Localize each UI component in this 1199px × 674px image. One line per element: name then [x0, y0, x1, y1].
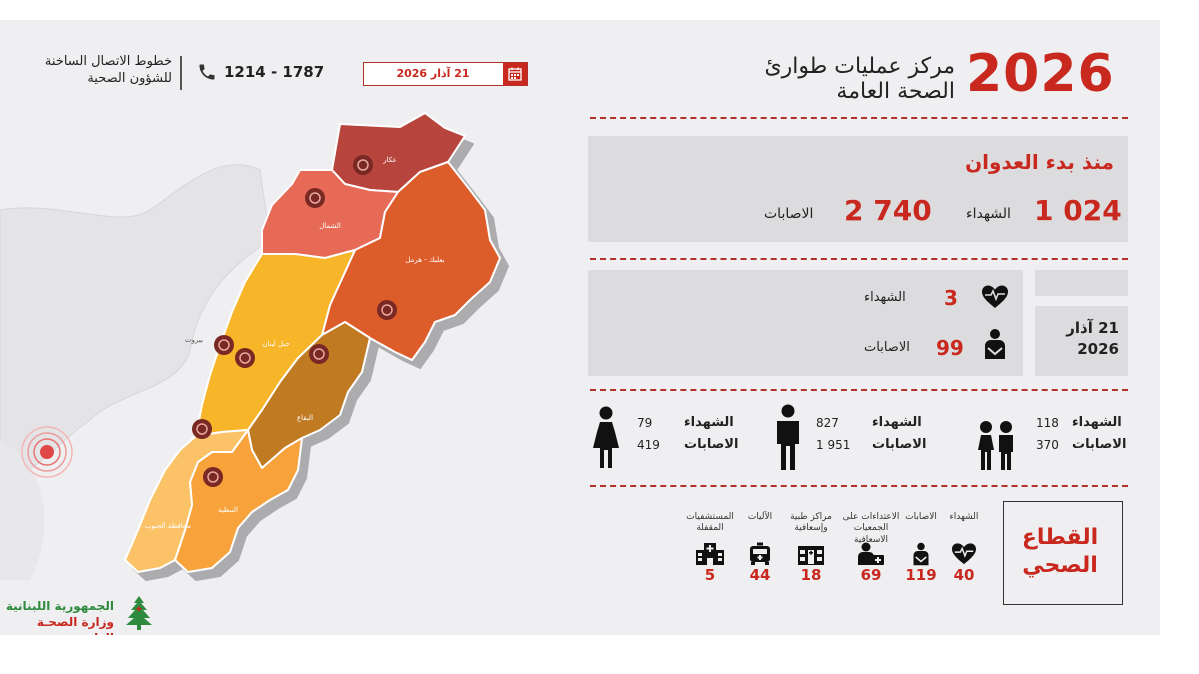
- children-group: [975, 420, 1017, 476]
- hotline-divider: [180, 56, 182, 90]
- ambulance-icon: [750, 542, 770, 565]
- injured-person-icon: [985, 329, 1005, 359]
- health-item-injured: الاصابات 119: [905, 512, 937, 584]
- paramedic-icon: [858, 542, 884, 565]
- calendar-icon: [508, 67, 522, 81]
- daily-date-line1: 21 آذار: [1066, 319, 1119, 337]
- republic-name: الجمهورية اللبنانية: [5, 599, 114, 613]
- strike-marker: [203, 467, 223, 487]
- label-mount: جبل لبنان: [262, 340, 290, 348]
- women-injured-label: الاصابات: [684, 437, 739, 452]
- strike-marker: [235, 348, 255, 368]
- daily-killed-label: الشهداء: [864, 290, 906, 305]
- women-killed-label: الشهداء: [684, 415, 734, 430]
- daily-date-line2: 2026: [1077, 340, 1119, 358]
- men-injured-value: 1 951: [816, 438, 851, 452]
- health-item-attacks: الاعتداءات على الجمعيات الاسعافية 69: [842, 512, 900, 584]
- hotline-label: خطوط الاتصال الساخنة للشؤون الصحية: [44, 54, 172, 86]
- since-start-title: منذ بدء العدوان: [965, 150, 1114, 174]
- men-injured-label: الاصابات: [872, 437, 927, 452]
- health-sector-title-line1: القطاع: [1021, 525, 1099, 550]
- label-nabatieh: النبطية: [218, 506, 238, 514]
- divider: [590, 485, 1128, 487]
- daily-date-panel: 21 آذار 2026: [1035, 306, 1128, 376]
- infographic-card: عكار الشمال بعلبك - هرمل جبل لبنان بيروت…: [0, 20, 1160, 635]
- children-killed-label: الشهداء: [1072, 415, 1122, 430]
- divider: [590, 258, 1128, 260]
- children-injured-value: 370: [1036, 438, 1059, 452]
- heart-pulse-icon: [952, 543, 976, 565]
- daily-injured: 99: [936, 336, 964, 360]
- injured-total: 2 740: [844, 194, 932, 227]
- ministry-logo-text: الجمهورية اللبنانية وزارة الصحـة العامـة: [2, 598, 114, 635]
- strike-marker: [377, 300, 397, 320]
- cedar-logo-icon: [126, 596, 152, 630]
- background-world-map: [0, 164, 271, 580]
- injured-person-icon: [913, 542, 929, 566]
- health-sector-box: القطاع الصحي: [1003, 501, 1123, 605]
- divider: [590, 117, 1128, 119]
- injured-total-label: الاصابات: [764, 206, 814, 222]
- heart-pulse-icon: [982, 285, 1008, 308]
- label-south: محافظة الجنوب: [145, 522, 192, 530]
- hotline-number: 1214 - 1787: [224, 63, 325, 81]
- label-baalbek: بعلبك - هرمل: [405, 256, 444, 264]
- health-item-killed: الشهداء 40: [949, 512, 979, 584]
- strike-marker: [353, 155, 373, 175]
- health-item-hospitals: المستشفيات المقفلة 5: [686, 512, 734, 584]
- medical-center-icon: [798, 546, 824, 565]
- children-icon: [978, 421, 1013, 470]
- strike-marker: [305, 188, 325, 208]
- year-title: 2026: [966, 44, 1115, 104]
- region-south: [124, 429, 249, 573]
- children-injured-label: الاصابات: [1072, 437, 1127, 452]
- pulse-target-icon: [21, 426, 73, 478]
- label-north: الشمال: [319, 222, 341, 230]
- daily-date-header: [1035, 270, 1128, 296]
- daily-killed: 3: [944, 286, 958, 310]
- since-start-panel: منذ بدء العدوان 1 024 الشهداء 2 740 الاص…: [588, 136, 1128, 242]
- men-killed-label: الشهداء: [872, 415, 922, 430]
- strike-marker: [192, 419, 212, 439]
- killed-total-label: الشهداء: [966, 206, 1011, 222]
- women-killed-value: 79: [637, 416, 653, 430]
- label-bekaa: البقاع: [297, 414, 313, 422]
- daily-injured-label: الاصابات: [864, 340, 910, 355]
- lebanon-map: عكار الشمال بعلبك - هرمل جبل لبنان بيروت…: [124, 112, 501, 573]
- woman-icon: [593, 406, 619, 468]
- strike-marker: [309, 344, 329, 364]
- ministry-name: وزارة الصحـة العامـة: [36, 615, 114, 635]
- page-title: مركز عمليات طوارئ الصحة العامة: [764, 54, 955, 105]
- strike-marker: [214, 335, 234, 355]
- health-sector-title-line2: الصحي: [1022, 552, 1098, 578]
- label-akkar: عكار: [382, 156, 397, 164]
- daily-panel: 3 الشهداء 99 الاصابات: [588, 270, 1023, 376]
- health-item-centers: مراكز طبية وإسعافية 18: [790, 512, 832, 584]
- hospital-icon: [696, 543, 724, 565]
- date-chip: 21 آذار 2026: [363, 62, 528, 86]
- killed-total: 1 024: [1034, 194, 1122, 227]
- strike-markers: [192, 155, 397, 487]
- man-icon: [777, 404, 799, 470]
- men-killed-value: 827: [816, 416, 839, 430]
- phone-icon: [199, 64, 215, 80]
- divider: [590, 389, 1128, 391]
- health-item-vehicles: الآليات 44: [747, 512, 773, 584]
- children-killed-value: 118: [1036, 416, 1059, 430]
- women-injured-value: 419: [637, 438, 660, 452]
- label-beirut: بيروت: [185, 336, 203, 344]
